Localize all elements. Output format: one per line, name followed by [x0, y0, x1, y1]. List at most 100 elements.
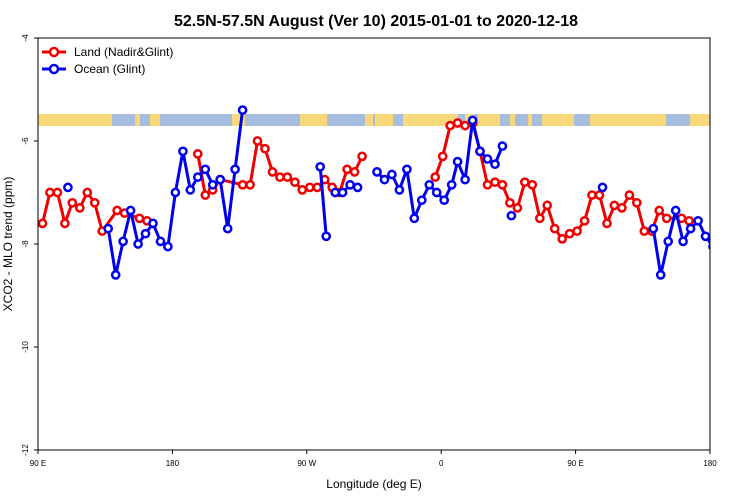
- y-tick-label: -4: [21, 34, 30, 42]
- data-point-ocean: [670, 205, 681, 216]
- data-point-ocean: [345, 179, 355, 190]
- data-point-land: [200, 190, 211, 200]
- land-segment: [478, 114, 500, 126]
- y-axis: -4 -6 -8 -10 -12: [21, 34, 38, 456]
- data-point-ocean: [394, 185, 405, 195]
- x-tick-label: 90 E: [30, 459, 46, 468]
- data-point-ocean: [222, 223, 233, 234]
- data-point-ocean: [330, 187, 341, 198]
- data-point-ocean: [148, 218, 158, 229]
- y-tick-label: -8: [21, 240, 30, 248]
- data-point-ocean: [460, 174, 470, 185]
- x-axis-label: Longitude (deg E): [326, 477, 421, 491]
- data-point-land: [557, 234, 568, 244]
- data-point-land: [134, 213, 145, 224]
- x-axis: 90 E 180 90 W 0 90 E 180: [30, 450, 717, 468]
- data-point-land: [67, 197, 78, 208]
- data-point-land: [594, 190, 605, 200]
- data-point-ocean: [215, 174, 226, 185]
- land-segment: [690, 114, 710, 126]
- data-point-ocean: [163, 241, 173, 252]
- data-point-land: [60, 218, 70, 229]
- data-point-land: [357, 151, 367, 162]
- data-point-land: [275, 172, 285, 182]
- y-tick-label: -12: [21, 444, 30, 456]
- data-point-ocean: [497, 141, 508, 151]
- data-point-ocean: [424, 179, 435, 190]
- x-tick-label: 180: [703, 459, 717, 468]
- data-point-ocean: [431, 187, 442, 198]
- data-point-land: [542, 200, 553, 211]
- data-point-ocean: [170, 187, 181, 198]
- data-point-ocean: [402, 164, 412, 175]
- data-point-ocean: [490, 159, 500, 170]
- data-point-ocean: [482, 154, 493, 164]
- data-point-land: [602, 218, 612, 229]
- series-line-ocean: [318, 166, 328, 237]
- data-point-land: [527, 179, 538, 190]
- data-point-land: [631, 197, 642, 208]
- x-tick-label: 0: [439, 459, 444, 468]
- data-point-land: [587, 190, 597, 200]
- data-point-land: [654, 205, 665, 216]
- land-segment: [300, 114, 327, 126]
- data-point-land: [639, 226, 650, 236]
- data-point-ocean: [663, 236, 674, 247]
- data-point-ocean: [678, 236, 688, 247]
- data-point-land: [549, 223, 560, 234]
- data-point-ocean: [230, 164, 240, 175]
- data-point-ocean: [655, 270, 666, 280]
- data-point-land: [564, 228, 575, 239]
- data-point-ocean: [155, 236, 166, 247]
- data-point-ocean: [452, 156, 463, 167]
- data-point-land: [304, 182, 315, 193]
- y-tick-label: -6: [21, 137, 30, 145]
- data-point-ocean: [192, 172, 203, 182]
- series-line-land: [433, 121, 690, 241]
- data-point-land: [437, 151, 448, 162]
- data-point-land: [460, 120, 470, 131]
- x-tick-label: 90 E: [567, 459, 583, 468]
- data-point-land: [52, 187, 63, 198]
- data-point-ocean: [185, 185, 196, 195]
- data-point-land: [45, 187, 55, 198]
- data-point-land: [312, 182, 323, 193]
- data-point-land: [512, 203, 523, 213]
- data-point-ocean: [506, 210, 517, 221]
- land-segment: [542, 114, 574, 126]
- data-point-ocean: [409, 213, 420, 224]
- data-point-land: [252, 136, 263, 146]
- data-point-land: [349, 167, 360, 177]
- data-point-land: [519, 177, 530, 188]
- data-point-ocean: [63, 182, 73, 193]
- data-point-land: [445, 120, 456, 131]
- data-point-land: [192, 149, 203, 159]
- land-segment: [375, 114, 393, 126]
- data-point-land: [684, 215, 694, 226]
- y-axis-label: XCO2 - MLO trend (ppm): [1, 177, 15, 312]
- land-segment: [38, 114, 112, 126]
- data-point-land: [452, 118, 463, 128]
- data-point-land: [342, 164, 352, 175]
- data-point-ocean: [337, 187, 348, 198]
- legend-swatch-land-marker: [48, 46, 60, 58]
- data-point-land: [609, 200, 620, 211]
- data-point-ocean: [379, 174, 390, 185]
- data-point-ocean: [475, 146, 485, 157]
- data-point-land: [89, 197, 100, 208]
- data-point-land: [290, 177, 300, 188]
- data-point-ocean: [315, 161, 326, 172]
- legend-label-ocean: Ocean (Glint): [74, 62, 145, 76]
- land-segment: [135, 114, 140, 126]
- data-point-land: [534, 213, 545, 224]
- land-segment: [150, 114, 160, 126]
- legend-label-land: Land (Nadir&Glint): [74, 45, 173, 59]
- data-point-land: [282, 172, 293, 182]
- data-point-ocean: [446, 179, 457, 190]
- data-point-land: [579, 215, 590, 226]
- legend-item-land: Land (Nadir&Glint): [42, 45, 173, 59]
- data-point-ocean: [693, 215, 703, 226]
- legend-item-ocean: Ocean (Glint): [42, 62, 145, 76]
- data-point-ocean: [416, 195, 427, 206]
- data-point-ocean: [140, 228, 151, 239]
